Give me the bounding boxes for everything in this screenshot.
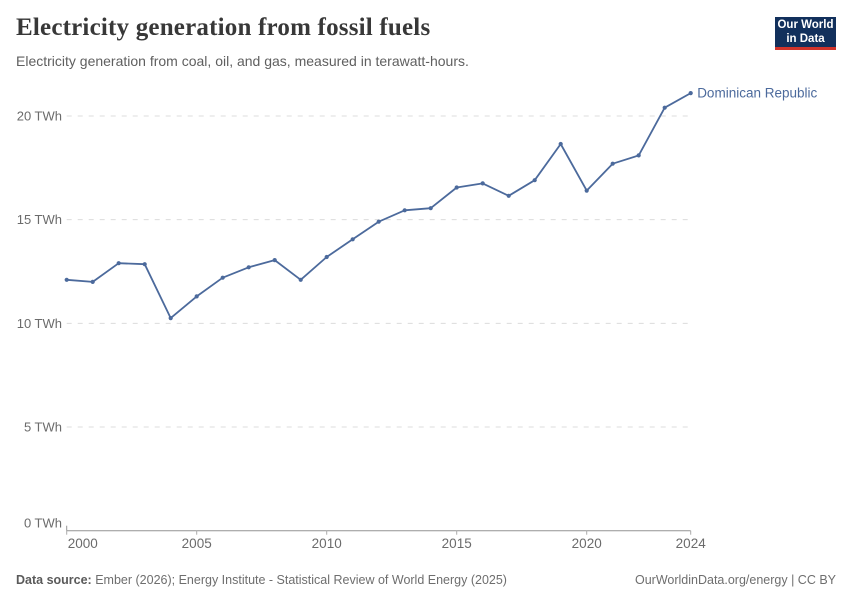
chart-subtitle: Electricity generation from coal, oil, a…	[16, 53, 469, 69]
x-axis-label: 2024	[676, 536, 707, 551]
data-point-marker	[610, 161, 615, 166]
data-point-marker	[246, 265, 251, 270]
y-axis-label: 10 TWh	[17, 316, 62, 331]
entity-label[interactable]: Dominican Republic	[697, 86, 817, 101]
x-axis-label: 2015	[442, 536, 472, 551]
x-axis-label: 2000	[68, 536, 98, 551]
x-axis-label: 2010	[312, 536, 342, 551]
data-point-marker	[558, 141, 563, 147]
x-axis-label: 2005	[182, 536, 212, 551]
data-point-marker	[168, 316, 173, 321]
data-point-marker	[662, 105, 667, 110]
data-line	[65, 92, 692, 319]
owid-logo-line2: in Data	[786, 33, 825, 45]
data-point-marker	[90, 279, 95, 284]
data-point-marker	[688, 91, 693, 96]
chart-footer: Data source: Ember (2026); Energy Instit…	[16, 573, 836, 587]
data-point-marker	[532, 178, 537, 183]
owid-logo[interactable]: Our World in Data	[775, 17, 836, 50]
y-axis-label: 20 TWh	[17, 108, 62, 123]
x-axis-label: 2020	[572, 536, 602, 551]
owid-logo-line1: Our World	[777, 18, 834, 31]
data-point-marker	[64, 277, 69, 282]
data-source-label: Data source:	[16, 573, 92, 587]
y-axis-label: 15 TWh	[17, 212, 62, 227]
y-axis-label: 0 TWh	[24, 516, 62, 531]
data-point-marker	[506, 193, 511, 198]
data-source-text: Ember (2026); Energy Institute - Statist…	[95, 573, 507, 587]
footer-link[interactable]: OurWorldinData.org/energy | CC BY	[634, 573, 836, 587]
data-point-marker	[636, 153, 641, 158]
data-point-marker	[428, 206, 433, 211]
data-point-marker	[324, 254, 329, 260]
data-point-marker	[220, 275, 225, 280]
data-point-marker	[584, 188, 589, 193]
data-point-marker	[194, 294, 199, 299]
data-point-marker	[142, 262, 147, 267]
page-title: Electricity generation from fossil fuels	[16, 14, 431, 41]
y-axis-label: 5 TWh	[24, 420, 62, 435]
data-point-marker	[480, 181, 485, 186]
data-point-marker	[350, 237, 355, 242]
data-point-marker	[298, 277, 303, 282]
data-point-marker	[402, 208, 407, 213]
data-source-note: Data source: Ember (2026); Energy Instit…	[16, 573, 507, 587]
data-point-marker	[272, 258, 277, 263]
data-point-marker	[454, 185, 459, 190]
data-point-marker	[376, 219, 381, 224]
data-point-marker	[116, 261, 121, 266]
